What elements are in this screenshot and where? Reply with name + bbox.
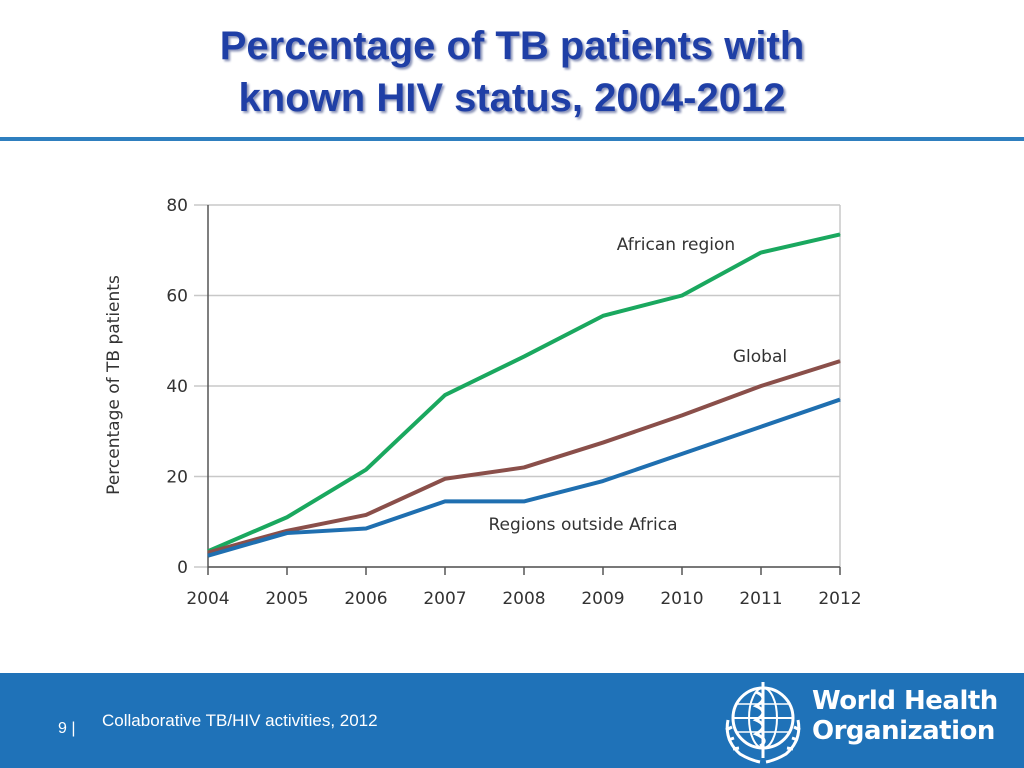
y-tick-label: 60 [166, 287, 188, 307]
footer-bar [0, 673, 1024, 768]
y-tick-label: 80 [166, 196, 188, 216]
data-point-regions-outside-africa [523, 500, 525, 502]
data-point-regions-outside-africa [681, 453, 683, 455]
data-point-regions-outside-africa [760, 426, 762, 428]
title-line-1: Percentage of TB patients with [219, 24, 805, 68]
data-point-global [839, 360, 841, 362]
title-divider [0, 137, 1024, 141]
y-tick-labels: 0 20 40 60 80 [166, 196, 188, 578]
x-tick-label: 2009 [581, 589, 624, 609]
data-point-global [602, 442, 604, 444]
org-name-line-2: Organization [812, 716, 995, 746]
x-tick-label: 2011 [739, 589, 782, 609]
data-point-regions-outside-africa [602, 480, 604, 482]
x-tick-labels: 2004 2005 2006 2007 2008 2009 2010 2011 2012 [186, 589, 861, 609]
x-tick-label: 2007 [423, 589, 466, 609]
org-name-line-1: World Health [812, 686, 998, 716]
page-number: 9 | [58, 720, 76, 737]
data-point-global [760, 385, 762, 387]
data-point-global [207, 552, 209, 554]
data-point-global [444, 478, 446, 480]
line-chart: 2004 2005 2006 2007 2008 2009 2010 2011 2012 0 20… [104, 196, 862, 609]
y-tick-label: 0 [177, 558, 188, 578]
title-line-2: known HIV status, 2004-2012 [238, 76, 786, 120]
slide-title: Percentage of TB patients with known HIV… [0, 20, 1024, 124]
series-label-african-region: African region [617, 235, 735, 255]
x-tick-label: 2005 [265, 589, 308, 609]
x-tick-label: 2008 [502, 589, 545, 609]
data-point-african-region [681, 295, 683, 296]
data-point-african-region [839, 233, 841, 235]
series-label-global: Global [733, 347, 787, 367]
data-point-african-region [286, 516, 288, 518]
series-label-regions-outside-africa: Regions outside Africa [488, 515, 677, 535]
series-lines [207, 232, 841, 558]
who-emblem-icon [725, 682, 801, 764]
data-point-african-region [760, 252, 762, 254]
data-point-african-region [444, 394, 446, 396]
data-point-regions-outside-africa [365, 528, 367, 530]
x-tick-label: 2006 [344, 589, 387, 609]
data-point-global [365, 514, 367, 516]
data-point-regions-outside-africa [839, 399, 841, 401]
data-point-regions-outside-africa [286, 532, 288, 534]
data-point-regions-outside-africa [207, 555, 209, 557]
data-point-african-region [602, 315, 604, 317]
footer-caption: Collaborative TB/HIV activities, 2012 [102, 711, 378, 730]
y-tick-label: 20 [166, 468, 188, 488]
data-point-african-region [365, 469, 367, 471]
x-tick-label: 2010 [660, 589, 703, 609]
data-point-global [523, 466, 525, 468]
y-tick-label: 40 [166, 377, 188, 397]
y-axis-label: Percentage of TB patients [104, 275, 124, 495]
data-point-african-region [523, 356, 525, 358]
x-tick-label: 2012 [818, 589, 861, 609]
organization-name: World Health Organization [812, 686, 998, 746]
x-tick-label: 2004 [186, 589, 229, 609]
data-point-regions-outside-africa [444, 500, 446, 502]
series-labels: African region Global Regions outside Afri… [488, 235, 787, 535]
axes [207, 205, 841, 575]
data-point-global [681, 414, 683, 416]
